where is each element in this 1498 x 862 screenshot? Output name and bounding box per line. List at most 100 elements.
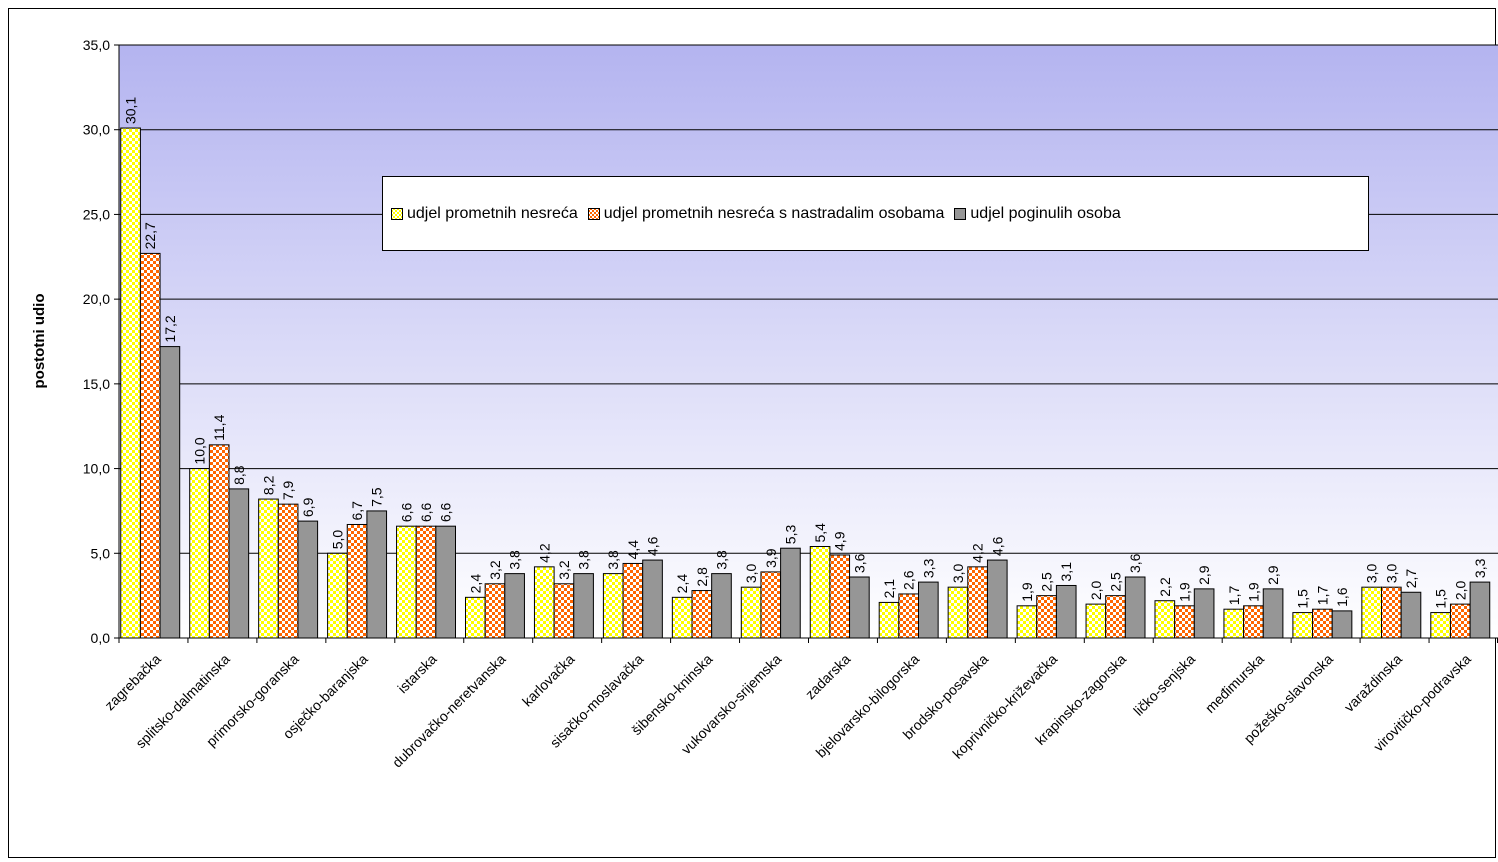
bar xyxy=(415,525,437,639)
bar xyxy=(849,576,870,639)
data-label: 3,8 xyxy=(507,550,523,570)
bar xyxy=(1055,584,1077,639)
bar xyxy=(1449,603,1471,639)
x-category-label: zadarska xyxy=(802,651,854,703)
bar xyxy=(1400,591,1422,639)
bar xyxy=(327,552,348,639)
bar xyxy=(1469,581,1491,639)
y-tick-label: 20,0 xyxy=(83,291,110,307)
data-label: 2,1 xyxy=(881,579,897,599)
data-label: 4,2 xyxy=(536,543,552,563)
data-label: 4,4 xyxy=(625,540,641,560)
legend-swatch-poginuli xyxy=(954,207,967,220)
bar xyxy=(622,562,644,639)
data-label: 2,5 xyxy=(1108,572,1124,592)
data-label: 2,9 xyxy=(1196,565,1212,585)
bar xyxy=(553,583,575,639)
bar xyxy=(504,573,525,639)
data-label: 2,0 xyxy=(1088,580,1104,600)
bar xyxy=(258,498,279,639)
bar xyxy=(1193,588,1215,639)
bar xyxy=(1361,586,1383,639)
bar xyxy=(691,590,713,639)
data-label: 6,9 xyxy=(300,497,316,517)
data-label: 3,2 xyxy=(487,560,503,580)
data-label: 3,8 xyxy=(605,550,621,570)
data-label: 3,9 xyxy=(763,548,779,568)
data-label: 7,9 xyxy=(280,480,296,500)
bar xyxy=(484,583,506,639)
bar xyxy=(967,566,988,639)
data-label: 2,5 xyxy=(1039,572,1055,592)
bar xyxy=(986,559,1008,639)
data-label: 7,5 xyxy=(369,487,385,507)
bar xyxy=(760,571,782,639)
x-category-label: varaždinska xyxy=(1341,651,1405,715)
data-label: 17,2 xyxy=(162,315,178,342)
bar xyxy=(1016,605,1038,639)
data-label: 2,0 xyxy=(1452,580,1468,600)
bar xyxy=(711,573,732,639)
data-label: 1,5 xyxy=(1433,589,1449,609)
bar xyxy=(878,601,900,639)
y-tick-label: 0,0 xyxy=(91,630,111,646)
data-label: 2,9 xyxy=(1265,565,1281,585)
bar xyxy=(1430,612,1451,639)
bar xyxy=(809,546,831,639)
bar xyxy=(829,554,851,639)
bar xyxy=(297,520,319,639)
legend-item-poginuli: udjel poginulih osoba xyxy=(954,205,1121,223)
data-label: 8,2 xyxy=(260,475,276,495)
bar xyxy=(435,525,457,639)
bar xyxy=(1085,603,1107,639)
bar xyxy=(918,581,939,639)
x-category-label: karlovačka xyxy=(519,651,578,710)
data-label: 1,5 xyxy=(1295,589,1311,609)
data-label: 2,6 xyxy=(901,570,917,590)
legend-swatch-nastradali xyxy=(587,207,600,220)
legend-item-nesrece: udjel prometnih nesreća xyxy=(391,205,578,223)
bar xyxy=(1036,595,1057,639)
data-label: 10,0 xyxy=(192,437,208,464)
plot-area xyxy=(119,45,1498,638)
bar xyxy=(1124,576,1146,639)
data-label: 6,6 xyxy=(438,503,454,523)
y-tick-label: 10,0 xyxy=(83,461,110,477)
data-label: 3,8 xyxy=(576,550,592,570)
data-label: 5,0 xyxy=(329,530,345,550)
data-label: 1,9 xyxy=(1019,582,1035,602)
y-tick-label: 15,0 xyxy=(83,376,110,392)
data-label: 1,9 xyxy=(1176,582,1192,602)
data-label: 2,2 xyxy=(1157,577,1173,597)
bar xyxy=(642,559,663,639)
x-category-label: zagrebačka xyxy=(101,651,164,714)
x-category-label: ličko-senjska xyxy=(1130,651,1198,719)
bar xyxy=(573,573,594,639)
data-label: 3,0 xyxy=(743,563,759,583)
data-label: 1,6 xyxy=(1334,587,1350,607)
bar xyxy=(1312,608,1333,639)
data-label: 3,1 xyxy=(1058,562,1074,582)
bar xyxy=(1262,588,1284,639)
bar xyxy=(740,586,762,639)
bar xyxy=(1331,610,1353,639)
data-label: 4,2 xyxy=(970,543,986,563)
data-label: 3,2 xyxy=(556,560,572,580)
data-label: 3,6 xyxy=(851,553,867,573)
chart-legend: udjel prometnih nesreća udjel prometnih … xyxy=(382,176,1369,251)
data-label: 3,3 xyxy=(1472,558,1488,578)
data-label: 3,0 xyxy=(950,563,966,583)
data-label: 8,8 xyxy=(231,465,247,485)
y-tick-label: 30,0 xyxy=(83,122,110,138)
bar xyxy=(1292,612,1314,639)
legend-label-nastradali: udjel prometnih nesreća s nastradalim os… xyxy=(603,204,945,222)
data-label: 11,4 xyxy=(211,414,227,440)
bar xyxy=(780,547,801,639)
bar xyxy=(208,444,230,639)
bar xyxy=(366,510,388,639)
data-label: 6,7 xyxy=(349,501,365,521)
data-label: 1,9 xyxy=(1245,582,1261,602)
data-label: 3,3 xyxy=(920,558,936,578)
bar xyxy=(228,488,250,639)
